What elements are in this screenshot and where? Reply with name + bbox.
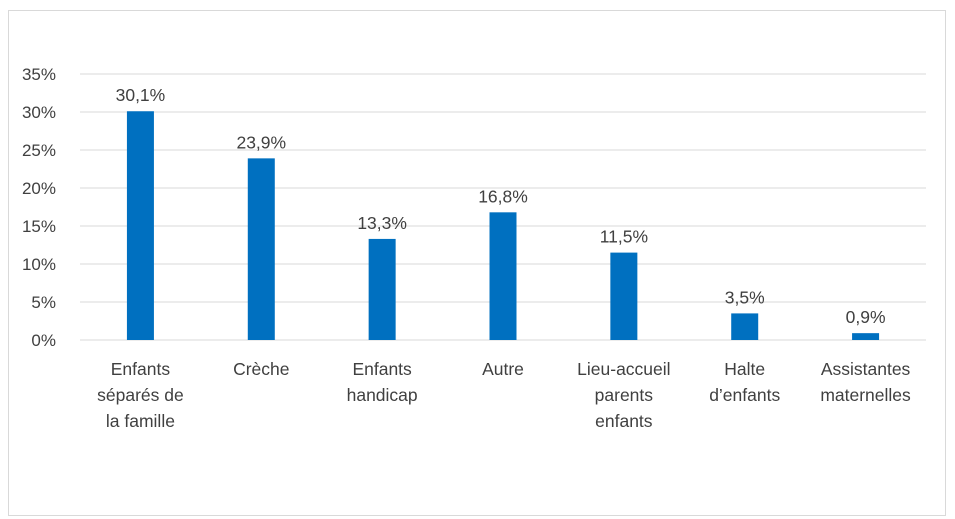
data-label: 30,1% [116,85,166,105]
category-label-line: maternelles [820,385,911,405]
category-label: Lieu-accueil parents enfants [577,359,670,431]
y-tick-label: 0% [31,331,56,350]
category-label-line: Autre [482,359,524,379]
bar [610,252,638,340]
data-label: 23,9% [236,132,286,152]
data-label: 13,3% [357,213,407,233]
data-label: 16,8% [478,186,528,206]
category-label-line: handicap [347,385,418,405]
bar [368,238,396,340]
bar [489,212,517,340]
bar [126,111,154,341]
y-tick-label: 35% [22,65,56,84]
y-tick-label: 20% [22,179,56,198]
category-label: Enfants séparés de la famille [97,359,184,431]
y-tick-label: 30% [22,103,56,122]
category-label-line: Crèche [233,359,289,379]
category-label-line: Enfants [352,359,412,379]
y-tick-label: 15% [22,217,56,236]
category-label: Crèche [233,359,289,379]
category-label-line: séparés de [97,385,184,405]
category-label-line: d’enfants [709,385,780,405]
data-label: 0,9% [846,307,886,327]
category-label-line: la famille [106,411,175,431]
category-label-line: Assistantes [821,359,911,379]
category-label-line: Enfants [111,359,171,379]
category-label: Assistantes maternelles [820,359,911,405]
y-tick-label: 5% [31,293,56,312]
data-label: 3,5% [725,287,765,307]
category-label-line: enfants [595,411,653,431]
bar [731,313,759,340]
category-label-line: Halte [724,359,765,379]
category-label: Enfants handicap [347,359,418,405]
data-label: 11,5% [600,227,648,247]
category-label: Autre [482,359,524,379]
bar [852,333,880,340]
y-tick-label: 10% [22,255,56,274]
y-tick-label: 25% [22,141,56,160]
chart-frame [8,10,946,516]
category-label-line: parents [595,385,654,405]
bar [247,158,275,340]
category-label: Halte d’enfants [709,359,780,405]
category-label-line: Lieu-accueil [577,359,670,379]
